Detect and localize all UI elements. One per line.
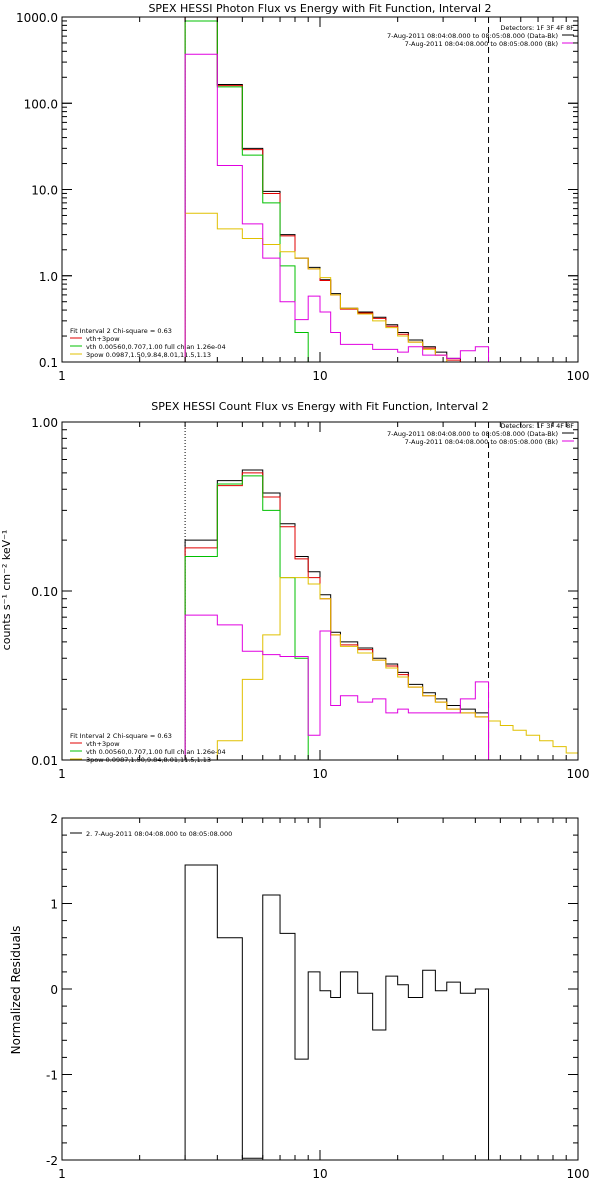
residuals-legend-label: 2. 7-Aug-2011 08:04:08.000 to 08:05:08.0…	[86, 830, 232, 838]
photon-fit-header: Fit Interval 2 Chi-square = 0.63	[70, 327, 172, 335]
count-x-tick-label: 1	[58, 767, 66, 781]
count-fit-header: Fit Interval 2 Chi-square = 0.63	[70, 732, 172, 740]
photon-x-tick-label: 1	[58, 369, 66, 383]
photon-x-tick-label: 100	[567, 369, 590, 383]
residuals-series-group	[184, 864, 490, 1160]
photon-chart-title: SPEX HESSI Photon Flux vs Energy with Fi…	[148, 2, 491, 15]
photon-y-tick-label: 10.0	[31, 184, 58, 198]
photon-series-group	[184, 17, 490, 362]
residuals-y-tick-label: 1	[50, 898, 58, 912]
count-series-3pow	[216, 577, 578, 760]
residuals-y-tick-label: 0	[50, 983, 58, 997]
photon-x-tick-label: 10	[312, 369, 327, 383]
photon-legend-topright: Detectors: 1F 3F 4F 8F 7-Aug-2011 08:04:…	[387, 24, 574, 48]
count-legend-data-interval: 7-Aug-2011 08:04:08.000 to 08:05:08.000 …	[387, 430, 558, 438]
count-y-tick-label: 0.01	[31, 754, 58, 768]
count-x-tick-label: 100	[567, 767, 590, 781]
photon-legend-bk-interval: 7-Aug-2011 08:04:08.000 to 08:05:08.000 …	[405, 40, 558, 48]
count-legend-detectors: Detectors: 1F 3F 4F 8F	[500, 422, 574, 430]
panel-residuals: Normalized Residuals 2. 7-Aug-2011 08:04…	[9, 830, 232, 1054]
residuals-y-tick-label: -2	[46, 1154, 58, 1168]
count-chart-title: SPEX HESSI Count Flux vs Energy with Fit…	[151, 400, 488, 413]
photon-y-tick-label: 1.0	[39, 270, 58, 284]
residuals-x-tick-label: 10	[312, 1167, 327, 1181]
count-y-tick-label: 1.00	[31, 416, 58, 430]
photon-legend-detectors: Detectors: 1F 3F 4F 8F	[500, 24, 574, 32]
photon-fit-label-3pow: 3pow 0.0987,1.50,9.84,8.01,11.5,1.13	[86, 351, 211, 359]
photon-y-tick-label: 0.1	[39, 356, 58, 370]
photon-legend-fit: Fit Interval 2 Chi-square = 0.63 vth+3po…	[70, 327, 226, 359]
residuals-plot: 1 10 100 -2 -1 0 1 2	[46, 812, 590, 1181]
count-legend-bk-interval: 7-Aug-2011 08:04:08.000 to 08:05:08.000 …	[405, 438, 558, 446]
count-fit-label-vth: vth 0.00560,0.707,1.00 full chian 1.26e-…	[86, 748, 226, 756]
count-series-group	[184, 469, 578, 760]
count-series-vth	[184, 475, 309, 760]
photon-fit-label-vth: vth 0.00560,0.707,1.00 full chian 1.26e-…	[86, 343, 226, 351]
residuals-series-residuals	[184, 864, 490, 1160]
count-x-tick-label: 10	[312, 767, 327, 781]
count-legend-topright: Detectors: 1F 3F 4F 8F 7-Aug-2011 08:04:…	[387, 422, 574, 446]
residuals-x-tick-label: 100	[567, 1167, 590, 1181]
photon-plot: 1 10 100 0.1 1.0 10.0 100.0 1000.0	[16, 11, 590, 383]
panel-photon-flux: SPEX HESSI Photon Flux vs Energy with Fi…	[70, 2, 574, 359]
photon-fit-label-total: vth+3pow	[86, 335, 120, 343]
count-fit-label-total: vth+3pow	[86, 740, 120, 748]
residuals-x-tick-label: 1	[58, 1167, 66, 1181]
photon-series-bk	[184, 53, 490, 362]
count-series-bk	[184, 614, 490, 760]
residuals-y-axis-label: Normalized Residuals	[9, 926, 23, 1055]
photon-y-tick-label: 100.0	[24, 97, 58, 111]
count-y-tick-label: 0.10	[31, 585, 58, 599]
photon-y-tick-label: 1000.0	[16, 11, 58, 25]
photon-legend-data-interval: 7-Aug-2011 08:04:08.000 to 08:05:08.000 …	[387, 32, 558, 40]
count-y-axis-label: counts s⁻¹ cm⁻² keV⁻¹	[0, 530, 13, 651]
photon-series-vth	[184, 20, 309, 362]
count-plot: 1 10 100 0.01 0.10 1.00	[31, 416, 590, 781]
residuals-y-tick-label: 2	[50, 812, 58, 826]
residuals-y-tick-label: -1	[46, 1069, 58, 1083]
